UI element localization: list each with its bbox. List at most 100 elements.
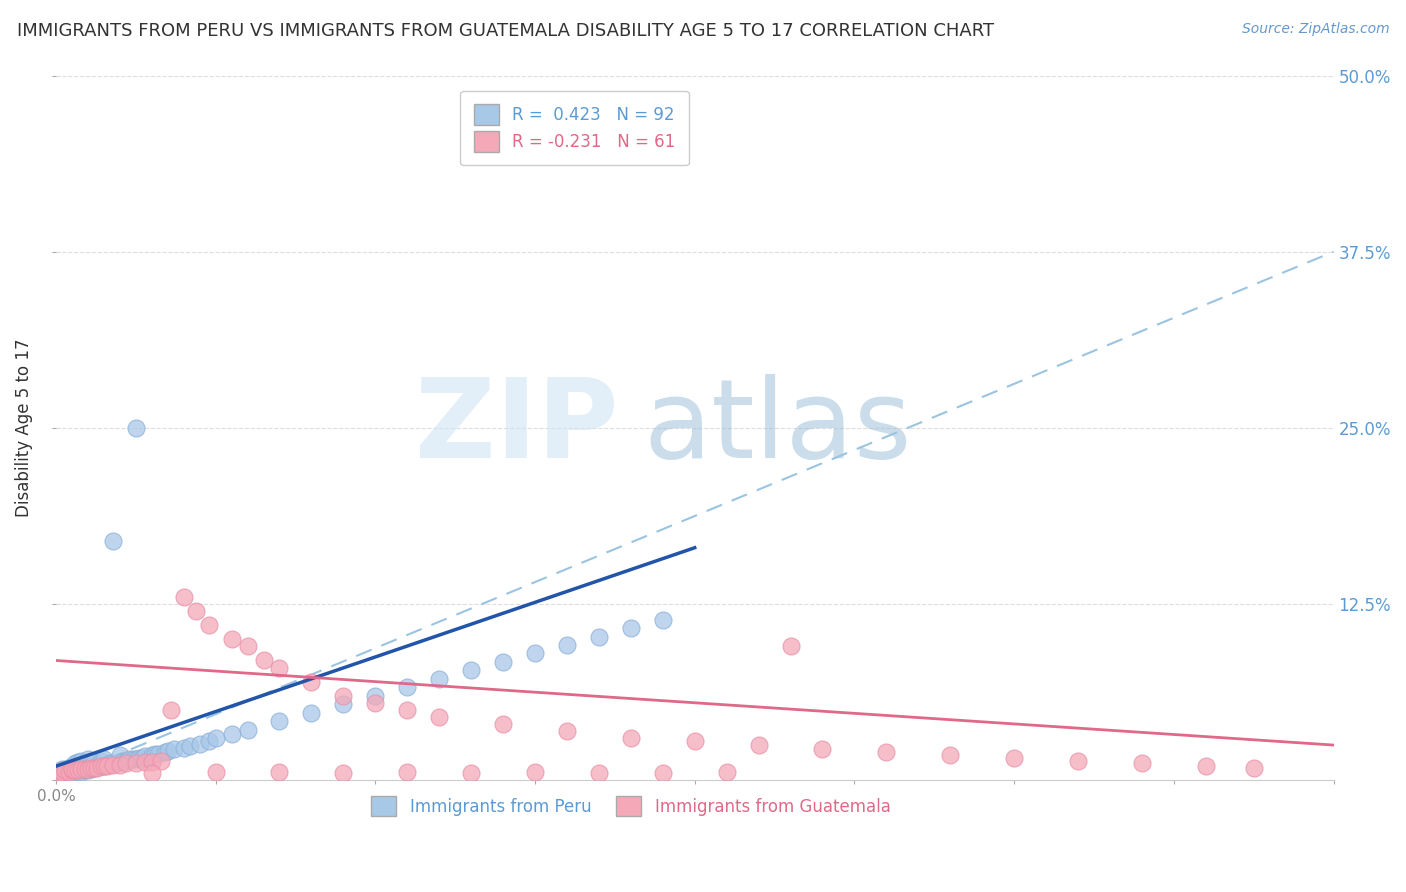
Point	[108, 755, 131, 769]
Point	[70, 762, 93, 776]
Point	[76, 764, 98, 778]
Point	[236, 640, 259, 654]
Point	[620, 621, 643, 635]
Point	[70, 761, 93, 775]
Point	[141, 747, 163, 762]
Point	[55, 764, 77, 778]
Point	[301, 674, 323, 689]
Point	[252, 653, 274, 667]
Point	[76, 752, 98, 766]
Point	[67, 755, 90, 769]
Point	[58, 767, 80, 781]
Point	[105, 756, 128, 771]
Point	[90, 759, 112, 773]
Point	[221, 727, 243, 741]
Point	[76, 759, 98, 773]
Point	[55, 766, 77, 780]
Point	[141, 766, 163, 780]
Point	[173, 740, 195, 755]
Point	[108, 747, 131, 762]
Point	[173, 590, 195, 604]
Point	[524, 647, 547, 661]
Point	[55, 762, 77, 776]
Point	[48, 769, 70, 783]
Point	[58, 764, 80, 779]
Point	[1243, 761, 1265, 775]
Point	[48, 764, 70, 779]
Point	[332, 766, 354, 780]
Point	[80, 756, 103, 771]
Point	[90, 759, 112, 773]
Point	[115, 756, 138, 771]
Point	[134, 749, 156, 764]
Point	[70, 764, 93, 779]
Point	[396, 703, 419, 717]
Legend: Immigrants from Peru, Immigrants from Guatemala: Immigrants from Peru, Immigrants from Gu…	[363, 788, 898, 825]
Point	[60, 766, 83, 780]
Point	[651, 766, 673, 780]
Point	[683, 734, 706, 748]
Point	[115, 754, 138, 768]
Point	[651, 613, 673, 627]
Point	[83, 761, 105, 775]
Point	[163, 742, 186, 756]
Point	[1195, 759, 1218, 773]
Point	[748, 738, 770, 752]
Point	[1002, 750, 1025, 764]
Point	[48, 767, 70, 781]
Point	[93, 759, 115, 773]
Point	[70, 754, 93, 768]
Point	[111, 754, 134, 768]
Point	[141, 755, 163, 769]
Point	[58, 764, 80, 778]
Point	[76, 762, 98, 776]
Point	[93, 752, 115, 766]
Point	[60, 764, 83, 779]
Point	[269, 660, 291, 674]
Point	[939, 747, 962, 762]
Point	[188, 737, 211, 751]
Point	[63, 764, 86, 778]
Point	[186, 604, 208, 618]
Point	[86, 761, 108, 775]
Point	[96, 759, 118, 773]
Point	[179, 739, 201, 754]
Point	[58, 761, 80, 775]
Point	[460, 664, 482, 678]
Point	[80, 761, 103, 775]
Point	[103, 757, 125, 772]
Point	[73, 764, 96, 778]
Point	[60, 764, 83, 778]
Point	[524, 764, 547, 779]
Point	[83, 761, 105, 775]
Point	[60, 764, 83, 778]
Point	[125, 756, 148, 771]
Point	[811, 742, 834, 756]
Point	[1130, 756, 1153, 771]
Point	[60, 759, 83, 773]
Point	[396, 764, 419, 779]
Point	[93, 759, 115, 773]
Point	[198, 618, 221, 632]
Point	[204, 764, 226, 779]
Point	[204, 731, 226, 745]
Point	[332, 689, 354, 703]
Text: Source: ZipAtlas.com: Source: ZipAtlas.com	[1241, 22, 1389, 37]
Point	[55, 764, 77, 778]
Point	[121, 752, 143, 766]
Point	[48, 766, 70, 780]
Point	[427, 672, 450, 686]
Point	[108, 757, 131, 772]
Point	[460, 766, 482, 780]
Point	[51, 764, 73, 778]
Point	[555, 723, 578, 738]
Point	[103, 756, 125, 771]
Point	[90, 754, 112, 768]
Point	[51, 766, 73, 780]
Point	[153, 745, 176, 759]
Point	[128, 750, 150, 764]
Point	[301, 706, 323, 720]
Point	[131, 750, 153, 764]
Point	[86, 759, 108, 773]
Point	[396, 680, 419, 694]
